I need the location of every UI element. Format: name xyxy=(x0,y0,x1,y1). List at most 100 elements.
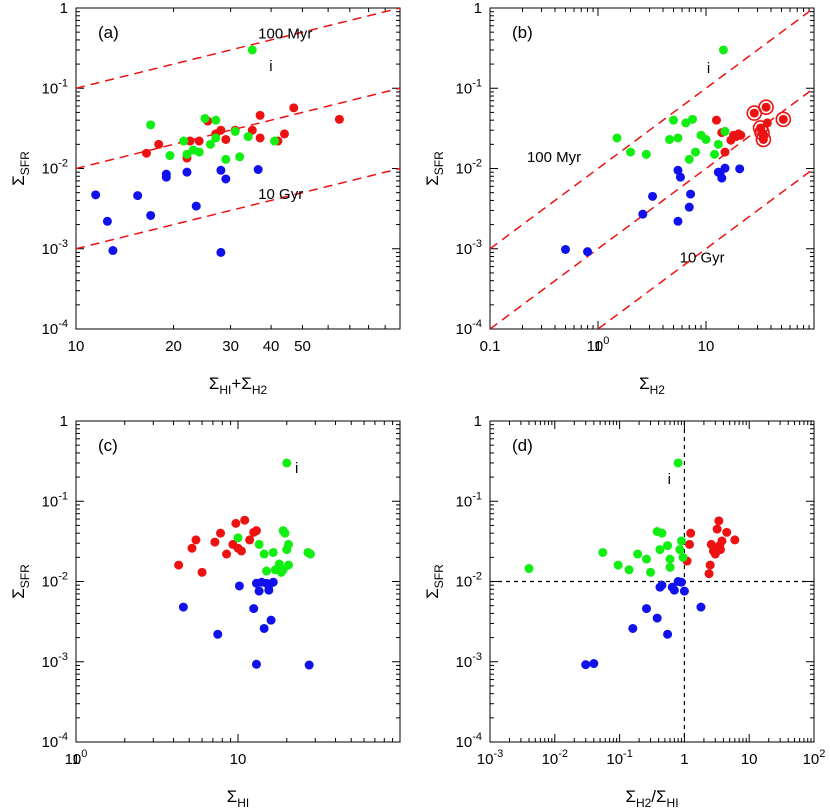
x-axis-label: ΣH2​ xyxy=(639,374,665,397)
data-point-green xyxy=(655,545,665,555)
data-point-green xyxy=(665,554,675,564)
plot-area xyxy=(174,458,315,670)
data-point-blue xyxy=(638,209,648,219)
data-point-red xyxy=(255,110,265,120)
x-tick-label: 100 xyxy=(587,335,610,355)
data-point-green xyxy=(688,114,698,124)
panel-label: (d) xyxy=(512,436,533,455)
data-point-green xyxy=(676,536,686,546)
x-tick-label: 40 xyxy=(263,338,280,355)
panel-d: 10-310-210-111010210-410-310-210-11ΣH2​/… xyxy=(423,413,825,809)
data-point-blue xyxy=(560,244,570,254)
data-point-red xyxy=(185,136,195,146)
data-point-green xyxy=(718,45,728,55)
annotation: 100 Myr xyxy=(258,26,312,43)
circled-point-ring xyxy=(758,99,774,116)
data-point-green xyxy=(524,564,534,574)
data-point-red xyxy=(221,134,231,144)
data-point-green xyxy=(681,118,691,128)
data-point-blue xyxy=(679,586,689,596)
data-point-green xyxy=(211,115,221,125)
data-point-blue xyxy=(108,246,118,256)
data-point-red xyxy=(715,545,725,555)
data-point-blue xyxy=(663,629,673,639)
data-point-red xyxy=(255,133,265,143)
data-point-blue xyxy=(254,586,264,596)
data-point-green xyxy=(678,552,688,562)
annotation: 10 Gyr xyxy=(258,186,303,203)
data-point-blue xyxy=(221,174,231,184)
data-point-blue xyxy=(251,659,261,669)
data-point-green xyxy=(668,115,678,125)
data-point-red xyxy=(334,114,344,124)
data-point-red xyxy=(141,148,151,158)
guide-line xyxy=(490,8,814,250)
data-point-green xyxy=(675,545,685,555)
y-tick-label: 1 xyxy=(60,0,68,17)
data-point-blue xyxy=(628,623,638,633)
data-point-green xyxy=(282,458,292,468)
data-point-blue xyxy=(720,163,730,173)
data-point-blue xyxy=(133,191,143,201)
data-point-red xyxy=(730,535,740,545)
data-point-red xyxy=(685,539,695,549)
data-point-green xyxy=(665,562,675,572)
data-point-green xyxy=(641,149,651,159)
data-point-red xyxy=(749,108,759,118)
data-point-red xyxy=(761,102,771,112)
data-point-blue xyxy=(676,577,686,587)
data-point-green xyxy=(268,547,278,557)
data-point-red xyxy=(154,139,164,149)
data-point-blue xyxy=(216,165,226,175)
circled-point-ring xyxy=(775,111,792,128)
data-point-blue xyxy=(648,191,658,201)
data-point-green xyxy=(221,154,231,164)
x-tick-label: 0.1 xyxy=(480,338,501,355)
data-point-green xyxy=(243,132,253,142)
annotation: i xyxy=(707,60,710,77)
data-point-green xyxy=(280,528,290,538)
data-point-green xyxy=(665,134,675,144)
data-point-red xyxy=(778,114,788,124)
data-point-red xyxy=(289,103,299,113)
x-tick-label: 10 xyxy=(230,751,247,768)
data-point-blue xyxy=(657,580,667,590)
y-tick-label: 10-2 xyxy=(42,158,68,178)
data-point-red xyxy=(762,118,772,128)
data-point-blue xyxy=(146,210,156,220)
data-point-red xyxy=(705,560,715,570)
x-axis-label: ΣHI​ xyxy=(227,787,250,809)
data-point-red xyxy=(194,136,204,146)
data-point-red xyxy=(686,528,696,538)
data-point-green xyxy=(179,136,189,146)
data-point-green xyxy=(270,136,280,146)
data-point-green xyxy=(673,458,683,468)
plot-frame xyxy=(75,7,401,330)
data-point-red xyxy=(174,560,184,570)
data-point-red xyxy=(704,569,714,579)
data-point-green xyxy=(684,154,694,164)
y-tick-label: 10-4 xyxy=(456,318,482,338)
annotation: i xyxy=(668,471,671,488)
x-tick-label: 10-2 xyxy=(542,748,568,768)
data-point-red xyxy=(236,546,246,556)
data-point-red xyxy=(758,134,768,144)
data-point-red xyxy=(714,516,724,526)
data-point-red xyxy=(231,518,241,528)
y-axis-label: ΣSFR​ xyxy=(9,564,32,599)
data-point-green xyxy=(626,147,636,157)
y-tick-label: 1 xyxy=(474,0,482,17)
data-point-green xyxy=(194,147,204,157)
data-point-green xyxy=(254,539,264,549)
data-point-red xyxy=(197,567,207,577)
y-tick-label: 10-3 xyxy=(456,238,482,258)
data-point-blue xyxy=(686,189,696,199)
data-point-green xyxy=(641,554,651,564)
data-point-green xyxy=(657,528,667,538)
data-point-blue xyxy=(191,201,201,211)
data-point-green xyxy=(673,133,683,143)
data-point-blue xyxy=(178,602,188,612)
data-point-blue xyxy=(253,165,263,175)
data-point-green xyxy=(146,120,156,130)
data-point-blue xyxy=(735,164,745,174)
